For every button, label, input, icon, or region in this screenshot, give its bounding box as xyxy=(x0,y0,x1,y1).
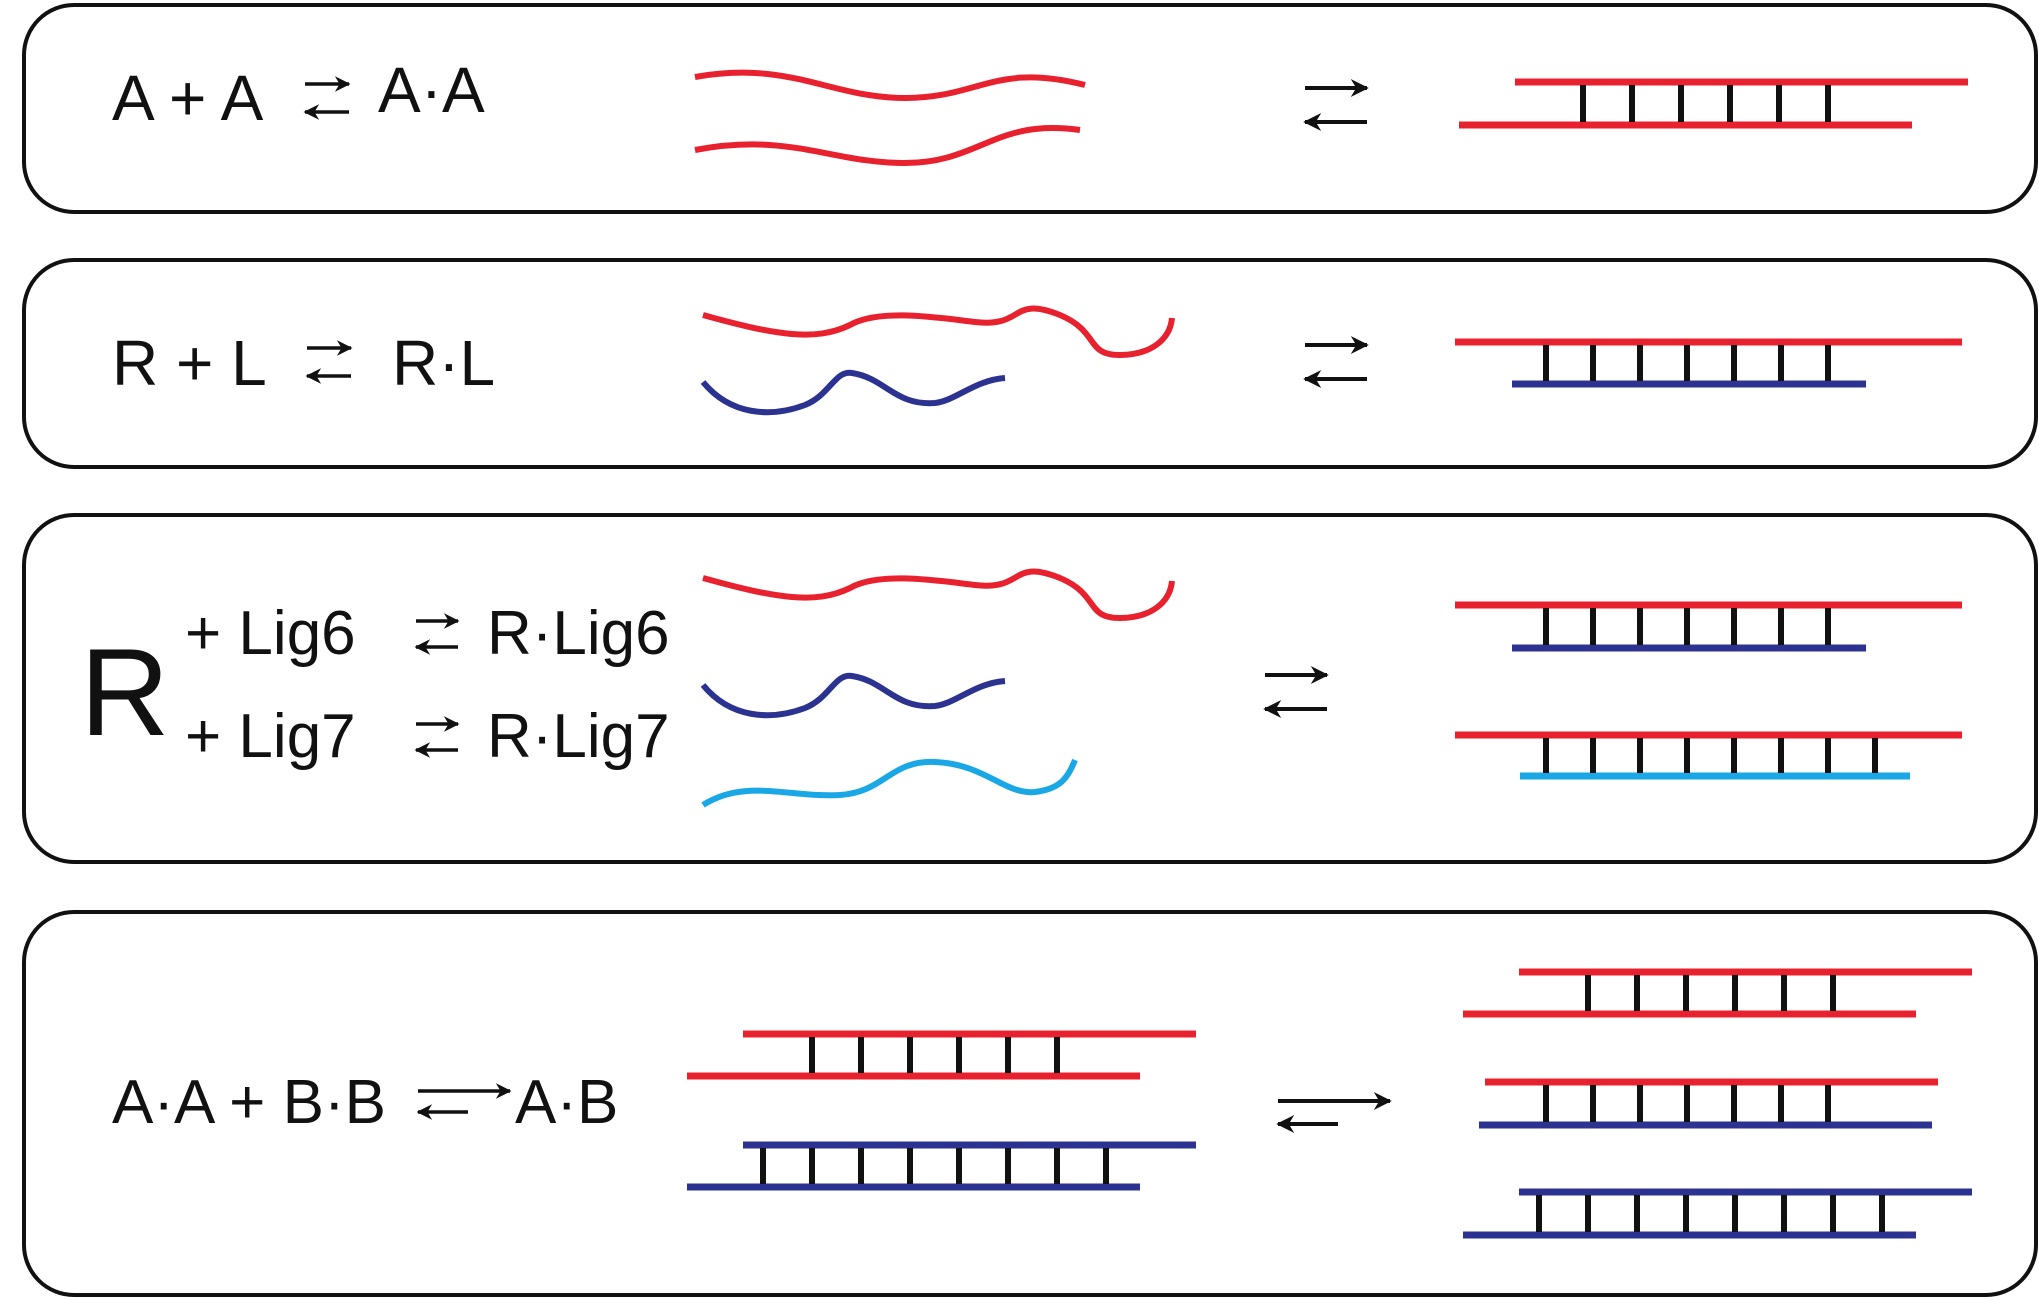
single-strand-a xyxy=(694,124,1081,167)
duplex-bb xyxy=(1463,1188,1972,1239)
forward-favored-equilibrium-icon xyxy=(416,1083,512,1120)
duplex-bb xyxy=(687,1141,1196,1191)
single-strand-r xyxy=(702,568,1175,622)
single-strand-lig6 xyxy=(700,672,1006,719)
duplex-aa xyxy=(1459,78,1968,129)
panel-ab: A·A + B·B A·B xyxy=(22,910,2038,1297)
duplex-rl xyxy=(1455,338,1962,388)
duplex-aa xyxy=(687,1030,1196,1080)
equation-rhs: R·L xyxy=(392,327,495,399)
equation-row2-rhs: R·Lig7 xyxy=(487,702,670,771)
equation-lhs: A·A + B·B xyxy=(112,1068,386,1137)
panel-border xyxy=(22,258,2038,469)
equation-rhs: A·A xyxy=(378,54,485,126)
panel-aa: A + A A·A xyxy=(22,3,2038,214)
panel-rl: R + L R·L xyxy=(22,258,2038,469)
single-strand-a xyxy=(694,69,1086,102)
equilibrium-arrows-icon xyxy=(1303,336,1369,388)
single-strand-l xyxy=(700,369,1006,416)
equation-rhs: A·B xyxy=(515,1068,618,1137)
equilibrium-arrows-icon xyxy=(414,613,460,655)
duplex-r-lig6 xyxy=(1455,601,1962,652)
equilibrium-arrows-icon xyxy=(305,340,353,384)
single-strand-lig7 xyxy=(701,758,1078,808)
equation-big-r: R xyxy=(80,624,170,762)
duplex-r-lig7 xyxy=(1455,731,1962,780)
duplex-aa xyxy=(1463,968,1972,1018)
single-strand-r xyxy=(702,305,1175,359)
equation-lhs: A + A xyxy=(112,62,264,134)
panel-border xyxy=(22,513,2038,864)
panel-border xyxy=(22,910,2038,1297)
forward-favored-equilibrium-icon xyxy=(1276,1092,1392,1133)
equilibrium-arrows-icon xyxy=(1263,666,1329,718)
equation-row2-lhs: + Lig7 xyxy=(185,702,356,771)
equation-row1-rhs: R·Lig6 xyxy=(487,599,670,668)
panel-rlig: R + Lig6 R·Lig6 + Lig7 R·Lig7 xyxy=(22,513,2038,864)
equilibrium-arrows-icon xyxy=(414,716,460,758)
equation-row1-lhs: + Lig6 xyxy=(185,599,356,668)
duplex-ab xyxy=(1479,1078,1938,1129)
equilibrium-arrows-icon xyxy=(1303,79,1369,131)
equation-lhs: R + L xyxy=(112,327,267,399)
panel-border xyxy=(22,3,2038,214)
equilibrium-arrows-icon xyxy=(303,76,351,120)
